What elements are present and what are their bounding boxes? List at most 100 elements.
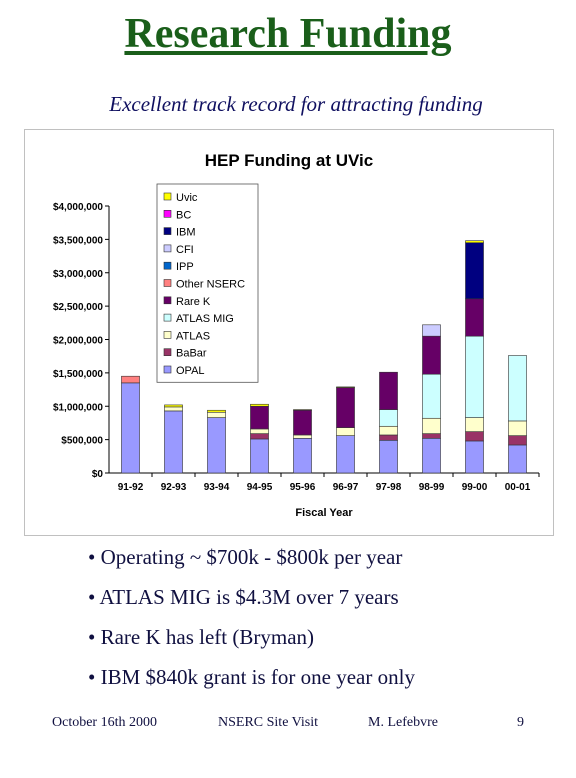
legend-label: OPAL bbox=[176, 365, 205, 377]
legend-swatch bbox=[163, 313, 172, 322]
bar-segment bbox=[465, 335, 484, 418]
legend-swatch bbox=[163, 296, 172, 305]
footer-venue: NSERC Site Visit bbox=[218, 715, 319, 730]
bar-segment bbox=[379, 409, 398, 427]
y-tick-label: $0 bbox=[92, 469, 104, 480]
bar-segment bbox=[250, 438, 269, 474]
legend-swatch bbox=[163, 279, 172, 287]
legend-label: Uvic bbox=[176, 192, 198, 204]
bar-segment bbox=[508, 355, 527, 422]
x-axis-label: Fiscal Year bbox=[295, 507, 353, 519]
legend-label: IPP bbox=[176, 261, 194, 273]
x-tick-label: 96-97 bbox=[333, 482, 359, 493]
footer-date: October 16th 2000 bbox=[52, 715, 157, 730]
bar-segment bbox=[379, 434, 398, 441]
y-tick-label: $1,500,000 bbox=[53, 369, 103, 380]
bar-segment bbox=[465, 417, 484, 432]
footer-page-number: 9 bbox=[517, 715, 524, 730]
legend-swatch bbox=[163, 331, 172, 339]
bar-segment bbox=[422, 437, 441, 474]
bar-segment bbox=[207, 417, 226, 474]
legend-label: IBM bbox=[176, 227, 196, 239]
legend-label: BaBar bbox=[176, 348, 207, 360]
legend-swatch bbox=[163, 365, 172, 374]
x-tick-label: 92-93 bbox=[161, 482, 187, 493]
bar-segment bbox=[379, 439, 398, 474]
bar-segment bbox=[508, 435, 527, 446]
legend-label: ATLAS MIG bbox=[176, 313, 234, 325]
chart-title: HEP Funding at UVic bbox=[205, 151, 373, 170]
bar-segment bbox=[422, 417, 441, 434]
bar-segment bbox=[121, 375, 140, 384]
bar-segment bbox=[164, 406, 183, 412]
bar-segment bbox=[465, 440, 484, 474]
legend-swatch bbox=[163, 210, 172, 218]
bar-segment bbox=[422, 373, 441, 419]
bar-segment bbox=[293, 409, 312, 436]
x-tick-label: 94-95 bbox=[247, 482, 273, 493]
chart-panel: HEP Funding at UVic $0 $500,000 $1,000,000 $… bbox=[24, 129, 554, 536]
hep-funding-chart: HEP Funding at UVic $0 $500,000 $1,000,000 $… bbox=[53, 151, 540, 519]
bar-segment bbox=[293, 437, 312, 474]
x-tick-label: 98-99 bbox=[419, 482, 445, 493]
bar-segment bbox=[379, 371, 398, 410]
bar-segment bbox=[465, 298, 484, 337]
bullet-item-atlas-mig: • ATLAS MIG is $4.3M over 7 years bbox=[88, 585, 399, 609]
y-tick-label: $2,000,000 bbox=[53, 336, 103, 347]
bar-segment bbox=[250, 405, 269, 430]
y-tick-label: $1,000,000 bbox=[53, 402, 103, 413]
bar-segment bbox=[465, 240, 484, 244]
slide-title: Research Funding bbox=[124, 11, 452, 57]
x-tick-label: 99-00 bbox=[462, 482, 488, 493]
bar-segment bbox=[207, 411, 226, 418]
bullet-item-rare-k: • Rare K has left (Bryman) bbox=[88, 625, 315, 649]
bar-segment bbox=[508, 420, 527, 436]
bar-segment bbox=[422, 335, 441, 375]
legend-swatch bbox=[163, 244, 172, 253]
bar-segment bbox=[465, 242, 484, 300]
bar-segment bbox=[422, 433, 441, 439]
x-tick-label: 91-92 bbox=[118, 482, 144, 493]
y-tick-label: $4,000,000 bbox=[53, 202, 103, 213]
bar-segment bbox=[293, 434, 312, 439]
legend-swatch bbox=[163, 192, 172, 201]
legend-swatch bbox=[163, 261, 172, 270]
bar-segment bbox=[465, 431, 484, 442]
x-tick-label: 97-98 bbox=[376, 482, 402, 493]
bar-segment bbox=[336, 386, 355, 388]
bar-segment bbox=[164, 410, 183, 474]
y-tick-label: $3,000,000 bbox=[53, 269, 103, 280]
y-tick-label: $3,500,000 bbox=[53, 235, 103, 246]
bar-segment bbox=[293, 409, 312, 411]
legend-label: ATLAS bbox=[176, 330, 210, 342]
footer-author: M. Lefebvre bbox=[368, 715, 438, 730]
bar-segment bbox=[207, 409, 226, 413]
bar-segment bbox=[336, 427, 355, 436]
bullet-list: • Operating ~ $700k - $800k per year • A… bbox=[88, 540, 558, 700]
legend-swatch bbox=[163, 227, 172, 235]
x-tick-label: 93-94 bbox=[204, 482, 230, 493]
bar-segment bbox=[508, 444, 527, 474]
x-tick-label: 00-01 bbox=[505, 482, 531, 493]
legend-swatch bbox=[163, 348, 172, 356]
legend-label: Rare K bbox=[176, 296, 211, 308]
bullet-item-ibm: • IBM $840k grant is for one year only bbox=[88, 665, 415, 689]
bar-segment bbox=[250, 403, 269, 407]
bar-segment bbox=[250, 428, 269, 434]
slide-subtitle: Excellent track record for attracting fu… bbox=[109, 92, 483, 116]
legend-label: CFI bbox=[176, 244, 194, 256]
bar-segment bbox=[250, 433, 269, 440]
bar-segment bbox=[121, 382, 140, 474]
bar-segment bbox=[422, 324, 441, 337]
legend-box bbox=[156, 183, 259, 383]
bar-segment bbox=[336, 387, 355, 428]
y-tick-label: $2,500,000 bbox=[53, 302, 103, 313]
bar-segment bbox=[336, 435, 355, 474]
legend-label: Other NSERC bbox=[176, 279, 245, 291]
y-tick-label: $500,000 bbox=[61, 436, 103, 447]
bar-segment bbox=[379, 425, 398, 436]
bar-segment bbox=[164, 404, 183, 408]
legend-label: BC bbox=[176, 209, 191, 221]
bullet-item-operating: • Operating ~ $700k - $800k per year bbox=[88, 545, 403, 569]
x-tick-label: 95-96 bbox=[290, 482, 316, 493]
